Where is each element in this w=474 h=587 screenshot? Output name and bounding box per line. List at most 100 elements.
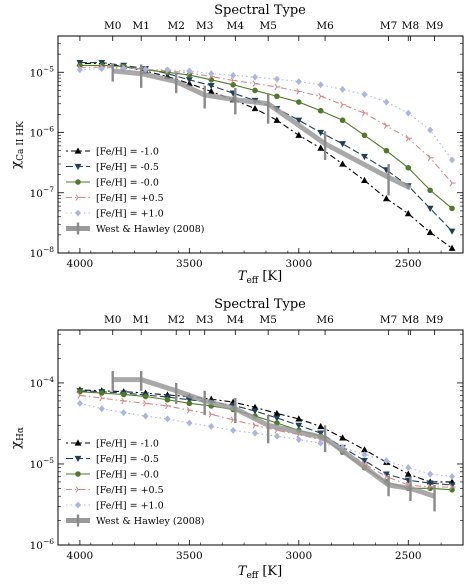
data-point (361, 90, 368, 98)
data-point (142, 65, 149, 73)
legend-marker (74, 455, 82, 463)
legend-entry: [Fe/H] = -1.0 (66, 147, 159, 158)
series (111, 63, 412, 196)
data-point (383, 473, 390, 480)
legend-label: [Fe/H] = -1.0 (96, 439, 159, 450)
legend-entry: [Fe/H] = +1.0 (66, 209, 164, 220)
data-point (121, 397, 128, 405)
legend-entry: West & Hawley (2008) (66, 514, 205, 527)
spectral-tick-label: M0 (104, 314, 121, 326)
data-point (208, 70, 215, 78)
legend-label: [Fe/H] = +0.5 (96, 485, 164, 496)
data-point (208, 76, 215, 83)
data-point (251, 403, 259, 410)
data-point (76, 66, 83, 74)
legend-marker (75, 501, 81, 509)
spectral-tick-label: M3 (196, 20, 213, 32)
data-point (317, 439, 324, 447)
spectral-tick-label: M0 (104, 20, 121, 32)
data-point (317, 422, 325, 430)
legend-entry: [Fe/H] = -0.0 (66, 470, 159, 481)
y-tick-label: 10−7 (30, 185, 55, 200)
spectral-type-ticks: M0 M1 M2 M3 M4 M5 M6 M7 M8 M9 (104, 314, 443, 335)
legend-marker (75, 471, 81, 477)
legend-label: [Fe/H] = +0.5 (96, 193, 164, 204)
legend-entry: [Fe/H] = +1.0 (66, 501, 164, 512)
x-axis-label: Teff [K] (238, 269, 282, 286)
data-point (361, 458, 368, 465)
data-point (76, 399, 83, 407)
data-point (273, 415, 281, 422)
data-point (404, 210, 412, 217)
x-axis-ticks: 4000 3500 3000 2500 (67, 36, 442, 270)
series-line (79, 389, 453, 483)
data-point (208, 411, 215, 418)
y-axis-ticks: 10−6 10−5 10−4 (30, 333, 463, 552)
legend-marker (75, 486, 82, 493)
data-point (186, 72, 193, 78)
legend-entry: [Fe/H] = +0.5 (66, 193, 164, 204)
data-point (77, 392, 84, 399)
data-point (361, 176, 368, 184)
series-line (79, 402, 453, 478)
series-line (79, 390, 453, 486)
data-point (383, 122, 390, 129)
legend-entry: [Fe/H] = -0.0 (66, 178, 159, 189)
data-point (273, 116, 281, 123)
spectral-tick-label: M1 (132, 20, 149, 32)
data-point (295, 78, 302, 86)
data-point (382, 194, 390, 202)
legend-label: [Fe/H] = +1.0 (96, 501, 164, 512)
legend-marker (74, 439, 82, 446)
legend-label: [Fe/H] = -0.0 (96, 470, 159, 481)
x-tick-label: 4000 (67, 258, 94, 270)
series (77, 62, 455, 212)
spectral-tick-label: M6 (316, 20, 334, 32)
spectral-tick-label: M8 (402, 20, 419, 32)
legend-label: [Fe/H] = -1.0 (96, 147, 159, 158)
spectral-tick-label: M4 (227, 20, 245, 32)
data-point (361, 132, 368, 139)
legend-marker (75, 194, 82, 201)
data-point (186, 406, 193, 414)
y-tick-label: 10−5 (30, 64, 55, 79)
spectral-type-title: Spectral Type (214, 297, 306, 312)
series-line (79, 394, 453, 488)
y-axis-label: χCa II HK (9, 121, 26, 169)
data-point (296, 88, 303, 95)
legend: [Fe/H] = -1.0 [Fe/H] = -0.5 [Fe/H] = -0.0 [… (66, 439, 205, 527)
data-point (164, 415, 171, 423)
plot-frame (57, 35, 464, 254)
data-point (98, 65, 105, 73)
x-tick-label: 3000 (285, 550, 312, 562)
data-point (427, 126, 434, 134)
data-point (405, 464, 412, 472)
data-point (230, 426, 237, 434)
spectral-tick-label: M2 (167, 20, 184, 32)
data-point (230, 77, 237, 84)
data-point (383, 147, 390, 154)
data-point (208, 422, 215, 430)
data-point (426, 228, 434, 235)
x-axis-ticks: 4000 3500 3000 2500 (67, 330, 442, 562)
data-point (165, 402, 171, 410)
data-point (251, 408, 259, 415)
data-point (252, 80, 259, 87)
data-point (427, 483, 434, 491)
data-point (448, 228, 456, 235)
y-tick-label: 10−4 (30, 375, 55, 390)
data-point (361, 153, 368, 161)
x-axis-label: Teff [K] (238, 564, 282, 581)
legend: [Fe/H] = -1.0 [Fe/H] = -0.5 [Fe/H] = -0.0 [… (66, 147, 205, 235)
series (76, 65, 456, 164)
data-point (317, 144, 325, 151)
data-point (449, 205, 455, 212)
data-point (449, 473, 456, 481)
y-axis-label: χHα (9, 427, 26, 449)
data-point (120, 409, 127, 417)
data-point (295, 415, 303, 422)
plot-frame (57, 329, 464, 546)
legend-marker (74, 163, 82, 171)
data-point (142, 412, 149, 420)
legend-label: [Fe/H] = -0.5 (96, 162, 159, 173)
